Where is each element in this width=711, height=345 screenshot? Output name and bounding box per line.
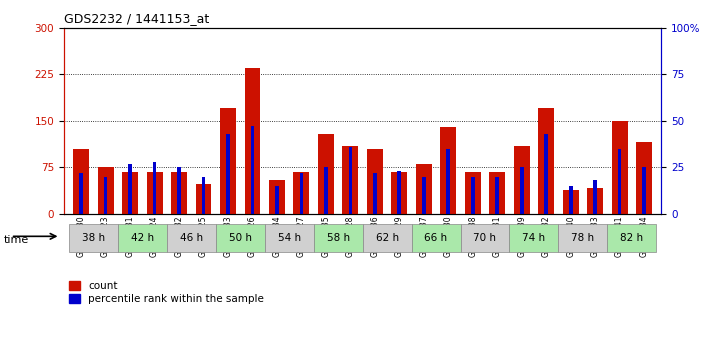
Bar bbox=[299, 173, 304, 214]
Bar bbox=[618, 149, 621, 214]
Bar bbox=[587, 188, 603, 214]
Bar bbox=[250, 126, 255, 214]
Bar bbox=[412, 224, 461, 252]
Text: 46 h: 46 h bbox=[180, 233, 203, 243]
Bar bbox=[167, 224, 215, 252]
Bar bbox=[215, 224, 264, 252]
Text: 50 h: 50 h bbox=[229, 233, 252, 243]
Bar bbox=[510, 224, 558, 252]
Bar bbox=[558, 224, 607, 252]
Text: 62 h: 62 h bbox=[375, 233, 399, 243]
Bar bbox=[104, 177, 107, 214]
Bar bbox=[80, 173, 83, 214]
Bar bbox=[343, 146, 358, 214]
Text: 70 h: 70 h bbox=[474, 233, 496, 243]
Bar bbox=[122, 172, 138, 214]
Text: time: time bbox=[4, 235, 29, 245]
Text: 42 h: 42 h bbox=[131, 233, 154, 243]
Text: 82 h: 82 h bbox=[620, 233, 643, 243]
Bar bbox=[593, 180, 597, 214]
Bar bbox=[545, 134, 548, 214]
Bar bbox=[496, 177, 499, 214]
Text: 66 h: 66 h bbox=[424, 233, 448, 243]
Bar bbox=[171, 172, 187, 214]
Bar bbox=[514, 146, 530, 214]
Bar bbox=[294, 172, 309, 214]
Bar bbox=[118, 224, 167, 252]
Bar bbox=[367, 149, 383, 214]
Bar bbox=[69, 224, 118, 252]
Bar bbox=[128, 164, 132, 214]
Text: GDS2232 / 1441153_at: GDS2232 / 1441153_at bbox=[64, 12, 209, 25]
Bar bbox=[520, 167, 523, 214]
Bar bbox=[146, 172, 163, 214]
Bar bbox=[177, 167, 181, 214]
Text: 38 h: 38 h bbox=[82, 233, 105, 243]
Bar bbox=[226, 134, 230, 214]
Bar bbox=[348, 147, 352, 214]
Bar bbox=[397, 171, 401, 214]
Bar bbox=[562, 190, 579, 214]
Bar bbox=[245, 68, 260, 214]
Bar bbox=[636, 142, 652, 214]
Bar bbox=[73, 149, 89, 214]
Bar bbox=[97, 167, 114, 214]
Bar bbox=[461, 224, 510, 252]
Text: 74 h: 74 h bbox=[523, 233, 545, 243]
Bar bbox=[447, 149, 450, 214]
Bar bbox=[607, 224, 656, 252]
Text: 54 h: 54 h bbox=[277, 233, 301, 243]
Legend: count, percentile rank within the sample: count, percentile rank within the sample bbox=[69, 281, 264, 304]
Bar bbox=[373, 173, 377, 214]
Bar bbox=[489, 172, 506, 214]
Bar bbox=[202, 177, 205, 214]
Bar bbox=[440, 127, 456, 214]
Bar bbox=[269, 180, 285, 214]
Bar bbox=[416, 164, 432, 214]
Text: 58 h: 58 h bbox=[326, 233, 350, 243]
Bar bbox=[324, 167, 328, 214]
Bar bbox=[391, 172, 407, 214]
Bar bbox=[642, 167, 646, 214]
Bar bbox=[264, 224, 314, 252]
Bar bbox=[422, 177, 426, 214]
Bar bbox=[220, 108, 236, 214]
Bar bbox=[318, 135, 334, 214]
Bar bbox=[538, 108, 554, 214]
Bar bbox=[363, 224, 412, 252]
Bar bbox=[465, 172, 481, 214]
Bar bbox=[153, 162, 156, 214]
Bar bbox=[569, 186, 572, 214]
Bar bbox=[611, 121, 628, 214]
Text: 78 h: 78 h bbox=[572, 233, 594, 243]
Bar bbox=[471, 177, 475, 214]
Bar bbox=[314, 224, 363, 252]
Bar bbox=[196, 184, 211, 214]
Bar bbox=[275, 186, 279, 214]
